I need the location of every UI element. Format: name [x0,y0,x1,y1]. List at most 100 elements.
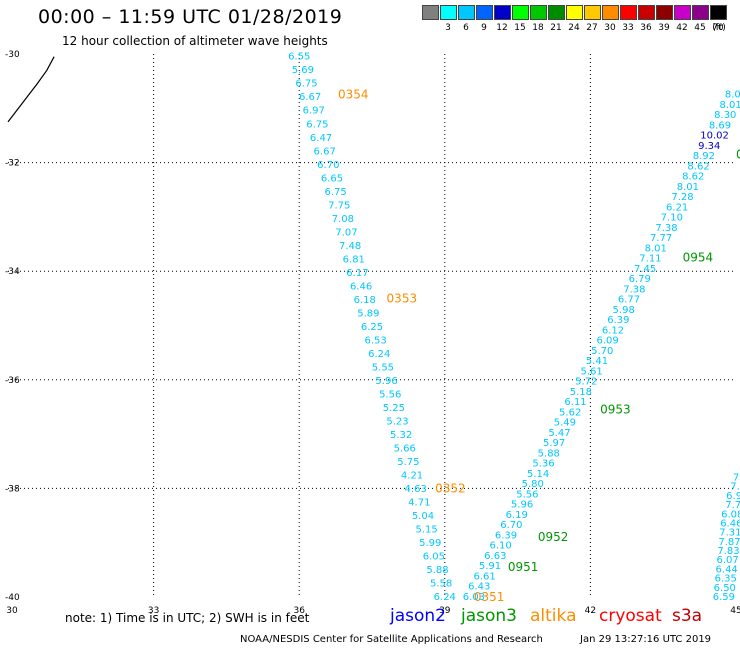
wave-height-value: 6.46 [350,281,372,292]
wave-height-value: 7.11 [639,254,661,265]
pass-time-label: 0952 [538,530,569,544]
wave-height-value: 7.48 [339,241,361,252]
wave-height-value: 7.87 [718,537,740,548]
wave-height-value: 6.44 [716,564,738,575]
wave-height-value: 8.01 [720,100,740,111]
wave-height-value: 5.75 [397,457,419,468]
wave-height-value: 6.53 [365,335,387,346]
wave-height-value: 6.09 [597,336,619,347]
wave-height-value: 5.89 [357,308,379,319]
wave-height-value: 6.70 [317,160,339,171]
colorbar-swatch [620,5,637,20]
wave-height-value: 5.80 [522,479,544,490]
map-subtitle: 12 hour collection of altimeter wave hei… [62,34,328,48]
colorbar-label: 18 [532,23,544,33]
colorbar-label: 9 [481,23,487,33]
wave-height-value: 7.7 [725,500,740,511]
colorbar-label: 42 [676,23,688,33]
wave-height-value: 5.88 [426,565,448,576]
wave-height-value: 9.34 [698,141,720,152]
wave-height-value: 5.97 [543,438,565,449]
wave-height-value: 5.58 [430,578,452,589]
lat-tick-label: -36 [5,376,20,386]
lon-tick-label: 30 [6,606,18,616]
wave-height-value: 5.55 [372,362,394,373]
colorbar-swatch [638,5,655,20]
wave-height-value: 8.00 [725,90,740,101]
wave-height-value: 7.83 [717,546,739,557]
wave-height-value: 5.14 [527,469,549,480]
legend-item-jason3: jason3 [461,606,517,626]
map-note: note: 1) Time is in UTC; 2) SWH is in fe… [65,611,310,625]
wave-height-value: 5.70 [591,346,613,357]
wave-height-value: 6.21 [666,202,688,213]
wave-height-value: 6.65 [321,173,343,184]
lon-tick-label: 33 [148,606,159,616]
wave-height-value: 5.98 [613,305,635,316]
lat-tick-label: -40 [5,593,20,603]
wave-height-value: 7.75 [328,200,350,211]
lon-tick-label: 45 [730,606,740,616]
lat-tick-label: -38 [5,484,20,494]
wave-height-value: 5.72 [575,377,597,388]
credit-line: NOAA/NESDIS Center for Satellite Applica… [240,634,543,645]
legend-item-s3a: s3a [672,606,703,626]
colorbar-swatch [422,5,439,20]
wave-height-value: 4.21 [401,470,423,481]
lat-tick-label: -34 [5,267,20,277]
colorbar-swatch [530,5,547,20]
wave-height-value: 6.77 [618,295,640,306]
wave-height-value: 7.31 [719,528,740,539]
colorbar-label: 33 [622,23,634,33]
wave-height-value: 6.39 [607,315,629,326]
coastline-path [7,56,55,123]
wave-height-value: 6.25 [361,322,383,333]
legend-item-cryosat: cryosat [599,606,662,626]
colorbar-swatch [548,5,565,20]
wave-height-value: 5.96 [375,376,397,387]
colorbar-label: 36 [640,23,652,33]
pass-time-label: 0954 [683,251,714,265]
wave-height-value: 5.69 [292,65,314,76]
wave-height-value: 6.05 [423,551,445,562]
wave-height-value: 5.56 [379,389,401,400]
wave-height-value: 6.9 [726,491,740,502]
wave-height-value: 6.75 [295,79,317,90]
lon-tick-label: 39 [439,606,451,616]
wave-height-value: 5.66 [394,443,416,454]
wave-height-value: 7 [733,473,739,484]
colorbar-swatch [584,5,601,20]
colorbar-label: 70 [712,23,724,33]
wave-height-value: 6.18 [354,295,376,306]
wave-height-value: 8.01 [645,243,667,254]
wave-height-value: 5.25 [383,403,405,414]
axis-labels: 30 33 36 39 42 45 -30 -32 -34 -36 -38 -40 [5,50,740,616]
colorbar-unit: (ft) [712,23,726,33]
wave-height-value: 5.99 [419,538,441,549]
wave-height-value: 8.92 [693,151,715,162]
colorbar-swatch [710,5,727,20]
wave-height-value: 6.61 [473,571,495,582]
colorbar-swatch [476,5,493,20]
wave-height-value: 5.32 [390,430,412,441]
pass-time-label: 0352 [435,481,466,495]
wave-height-value: 7.08 [332,214,354,225]
wave-height-value: 7.10 [661,213,683,224]
wave-height-value: 6.11 [564,397,586,408]
wave-height-value: 8.62 [682,172,704,183]
wave-height-value: 8.69 [709,120,731,131]
grid-lines [8,54,736,597]
wave-height-value: 8.01 [677,182,699,193]
wave-height-value: 7.77 [650,233,672,244]
wave-height-value: 5.91 [479,561,501,572]
colorbar-label: 30 [604,23,616,33]
pass-time-label: 0351 [474,590,505,604]
wave-height-value: 5.47 [548,428,570,439]
map-title: 00:00 – 11:59 UTC 01/28/2019 [38,6,343,28]
wave-height-value: 6.17 [346,268,368,279]
coastline [7,56,55,123]
colorbar-swatch [674,5,691,20]
wave-height-value: 6.81 [343,254,365,265]
colorbar-label: 39 [658,23,670,33]
